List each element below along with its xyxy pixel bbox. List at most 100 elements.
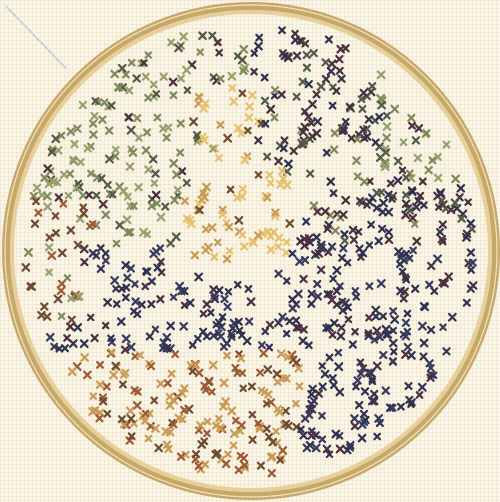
cross-stitch [228, 84, 236, 92]
cross-stitch [51, 212, 60, 220]
cross-stitch [116, 317, 126, 326]
cross-stitch [194, 272, 204, 282]
cross-stitch [223, 133, 233, 143]
cross-stitch [308, 384, 317, 394]
cross-stitch [320, 369, 330, 379]
cross-stitch [222, 218, 231, 227]
cross-stitch [271, 208, 280, 217]
cross-stitch [389, 357, 397, 366]
cross-stitch [358, 248, 368, 258]
cross-stitch [451, 174, 461, 184]
cross-stitch [174, 43, 183, 53]
cross-stitch [403, 342, 413, 352]
cross-stitch [332, 87, 341, 95]
cross-stitch [162, 333, 172, 342]
cross-stitch [219, 342, 228, 351]
cross-stitch [304, 80, 313, 89]
cross-stitch [115, 220, 125, 230]
hoop-highlight [4, 4, 498, 498]
needle [5, 5, 67, 69]
cross-stitch [199, 327, 208, 336]
cross-stitch [80, 258, 89, 267]
cross-stitch [47, 251, 57, 260]
cross-stitch [403, 309, 412, 318]
cross-stitch [199, 135, 209, 145]
cross-stitch [336, 44, 346, 54]
cross-stitch [439, 237, 447, 246]
cross-stitch [411, 136, 421, 145]
cross-stitch [302, 50, 311, 60]
cross-stitch [185, 216, 195, 225]
cross-stitch [233, 280, 242, 289]
cross-stitch [276, 456, 284, 464]
cross-stitch [43, 202, 53, 212]
cross-stitch [399, 330, 408, 339]
cross-stitch [456, 184, 466, 193]
cross-stitch [368, 375, 376, 383]
cross-stitch [95, 380, 105, 389]
cross-stitch [389, 326, 397, 335]
cross-stitch [246, 297, 256, 307]
cross-stitch [359, 88, 368, 97]
cross-stitch [247, 382, 256, 391]
cross-stitch [351, 287, 360, 295]
cross-stitch [126, 342, 136, 352]
cross-stitch [393, 176, 403, 186]
cross-stitch [185, 298, 195, 308]
cross-stitch [131, 297, 140, 306]
cross-stitch [272, 369, 282, 379]
cross-stitch [129, 307, 138, 316]
cross-stitch [194, 461, 203, 471]
cross-stitch [279, 174, 288, 183]
cross-stitch [163, 379, 172, 388]
cross-stitch [154, 443, 164, 453]
cross-stitch [216, 423, 225, 433]
cross-stitch [121, 70, 130, 79]
cross-stitch [299, 431, 308, 440]
cross-stitch [390, 315, 400, 324]
cross-stitch [244, 284, 253, 293]
cross-stitch [56, 286, 66, 296]
cross-stitch [202, 299, 212, 309]
cross-stitch [68, 339, 78, 348]
cross-stitch [96, 264, 106, 274]
cross-stitch [151, 424, 160, 433]
cross-stitch [123, 273, 132, 282]
cross-stitch [207, 223, 217, 232]
cross-stitch [151, 325, 160, 334]
cross-stitch [146, 362, 156, 371]
cross-stitch [147, 300, 156, 309]
cross-stitch [260, 388, 269, 397]
cross-stitch [192, 130, 202, 140]
cross-stitch [339, 244, 348, 253]
cross-stitch [203, 429, 211, 438]
cross-stitch [313, 117, 323, 126]
cross-stitch [194, 368, 204, 378]
cross-stitch [415, 391, 424, 399]
cross-stitch [308, 132, 317, 141]
cross-stitch [72, 184, 81, 192]
cross-stitch [103, 180, 112, 189]
cross-stitch [121, 334, 131, 344]
cross-stitch [197, 440, 207, 449]
cross-stitch [87, 169, 95, 178]
cross-stitch [418, 177, 427, 186]
cross-stitch [299, 325, 308, 334]
cross-stitch [298, 336, 308, 346]
cross-stitch [305, 405, 314, 413]
cross-stitch [359, 409, 369, 419]
cross-stitch [123, 228, 133, 237]
cross-stitch [438, 196, 446, 205]
cross-stitch [371, 138, 380, 147]
cross-stitch [282, 329, 291, 338]
cross-stitch [140, 59, 148, 67]
cross-stitch [439, 323, 447, 331]
cross-stitch [255, 33, 264, 42]
cross-stitch [182, 65, 192, 75]
cross-stitch [292, 399, 300, 408]
cross-stitch [112, 300, 121, 308]
cross-stitch [327, 242, 337, 251]
cross-stitch [339, 210, 348, 219]
cross-stitch [420, 302, 430, 312]
cross-stitch [328, 374, 337, 383]
